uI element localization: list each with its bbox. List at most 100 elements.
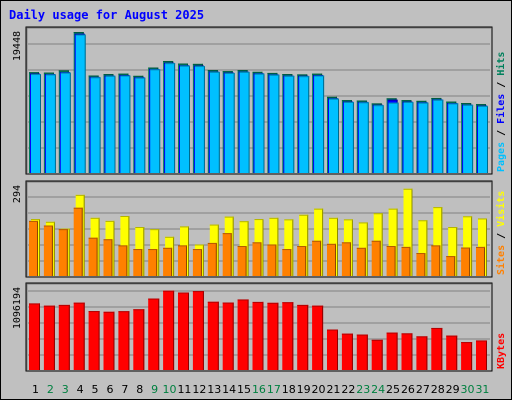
bar-kbytes-day-21: [327, 329, 338, 370]
bar-sites-day-8-face: [133, 249, 143, 276]
panel-top-legend-text: Pages / Files / Hits: [495, 52, 507, 172]
bar-pages-day-19-face: [299, 76, 310, 173]
bar-pages-day-6-face: [105, 75, 116, 173]
bar-kbytes-day-21-face: [327, 329, 338, 370]
x-tick-day-18: 18: [282, 383, 296, 396]
bar-pages-day-24: [373, 105, 384, 173]
bar-sites-day-7: [118, 245, 128, 276]
bar-kbytes-day-4-face: [73, 302, 85, 370]
bar-kbytes-day-2: [43, 305, 55, 370]
bar-kbytes-day-13-face: [207, 301, 219, 370]
bar-kbytes-day-17-face: [267, 302, 279, 370]
x-tick-day-2: 2: [47, 383, 54, 396]
bar-visits-day-27-face: [418, 220, 428, 276]
bar-kbytes-day-7-face: [118, 311, 130, 370]
bar-pages-day-2-face: [45, 74, 56, 173]
x-tick-day-25: 25: [386, 383, 400, 396]
panel-middle-legend-text: Sites / Visits: [495, 191, 507, 275]
bar-sites-day-26-face: [401, 246, 411, 276]
bar-kbytes-day-16-face: [252, 301, 264, 370]
panel-middle-y-tick-label: 294: [12, 185, 23, 203]
bar-sites-day-26: [401, 246, 411, 276]
bar-sites-day-13: [207, 242, 217, 276]
bar-kbytes-day-14: [222, 302, 234, 370]
bar-pages-day-4: [75, 34, 86, 173]
panel-middle: 294 Sites / Visits: [12, 180, 507, 278]
bar-kbytes-day-30: [461, 342, 473, 370]
bar-pages-day-10: [165, 63, 176, 173]
bar-sites-day-5: [88, 237, 98, 276]
bar-sites-day-3-face: [58, 229, 68, 276]
x-tick-day-1: 1: [32, 383, 39, 396]
bar-kbytes-day-20-face: [312, 305, 324, 370]
bar-sites-day-27: [416, 253, 426, 276]
bar-kbytes-day-17: [267, 302, 279, 370]
bar-pages-day-8-face: [135, 77, 146, 173]
bar-pages-day-16: [254, 73, 265, 173]
legend-pages: Pages: [496, 142, 507, 172]
x-axis: 1 2 3 4 5 6 7 8 9 10 11 12 13 14 15 16 17 18 19 20 21 22 23 24 2…: [32, 383, 490, 396]
panel-bottom-legend: KBytes: [496, 333, 507, 369]
bar-visits-day-25: [388, 208, 398, 276]
x-tick-day-29: 29: [446, 383, 460, 396]
bar-pages-day-27-face: [418, 102, 429, 173]
x-tick-day-20: 20: [312, 383, 326, 396]
bar-kbytes-day-19-face: [297, 304, 309, 370]
bar-sites-day-20-face: [312, 240, 322, 276]
bar-kbytes-day-10: [163, 290, 175, 370]
legend-separator: /: [496, 76, 507, 94]
bar-visits-day-25-face: [388, 208, 398, 276]
bar-sites-day-13-face: [207, 242, 217, 276]
bar-pages-day-31-face: [478, 105, 488, 173]
bar-kbytes-day-2-face: [43, 305, 55, 370]
bar-kbytes-day-4: [73, 302, 85, 370]
x-tick-day-13: 13: [207, 383, 221, 396]
bar-visits-day-26-face: [403, 188, 413, 276]
x-tick-day-8: 8: [136, 383, 143, 396]
bar-sites-day-14-face: [222, 233, 232, 276]
bar-sites-day-15: [237, 246, 247, 276]
bar-kbytes-day-8: [133, 309, 145, 370]
bar-kbytes-day-28: [431, 327, 443, 370]
bar-visits-day-29-face: [448, 227, 458, 276]
bar-kbytes-day-10-face: [163, 290, 175, 370]
bar-sites-day-21-face: [327, 243, 336, 276]
legend-hits: Hits: [495, 52, 507, 76]
bar-sites-day-3: [58, 229, 68, 276]
bar-sites-day-18: [282, 249, 292, 276]
bar-kbytes-day-29-face: [446, 335, 458, 370]
bar-kbytes-day-12: [192, 291, 204, 370]
bar-pages-day-3-face: [60, 72, 71, 173]
panel-middle-legend: Sites / Visits: [495, 191, 507, 275]
bar-kbytes-day-11-face: [178, 292, 189, 370]
legend-kbytes: KBytes: [496, 333, 507, 369]
bar-kbytes-day-18: [282, 302, 294, 370]
bar-pages-day-12: [194, 66, 205, 173]
bar-sites-day-16: [252, 242, 262, 276]
legend-files: Files: [495, 94, 507, 124]
bar-sites-day-2-face: [43, 225, 53, 276]
bar-pages-day-19: [299, 76, 310, 173]
panel-bottom-legend-text: KBytes: [496, 333, 507, 369]
bar-pages-day-16-face: [254, 73, 265, 173]
bar-pages-day-14-face: [224, 72, 235, 173]
bar-visits-day-30: [463, 216, 473, 276]
bar-pages-day-1: [31, 74, 41, 173]
bar-pages-day-26: [403, 101, 414, 173]
bar-pages-day-17: [269, 74, 280, 173]
bar-sites-day-27-face: [416, 253, 426, 276]
x-tick-day-31: 31: [475, 383, 489, 396]
bar-sites-day-5-face: [88, 237, 98, 276]
bar-pages-day-10-face: [165, 63, 176, 173]
x-tick-day-7: 7: [121, 383, 128, 396]
bar-sites-day-8: [133, 249, 143, 276]
panel-bottom-bars: [29, 290, 487, 370]
x-tick-day-14: 14: [222, 383, 236, 396]
bar-pages-day-21: [329, 98, 339, 173]
x-tick-day-10: 10: [163, 383, 177, 396]
bar-sites-day-10-face: [163, 247, 173, 276]
bar-visits-day-18-face: [284, 219, 294, 276]
x-tick-day-27: 27: [416, 383, 430, 396]
bar-kbytes-day-25: [386, 332, 398, 370]
